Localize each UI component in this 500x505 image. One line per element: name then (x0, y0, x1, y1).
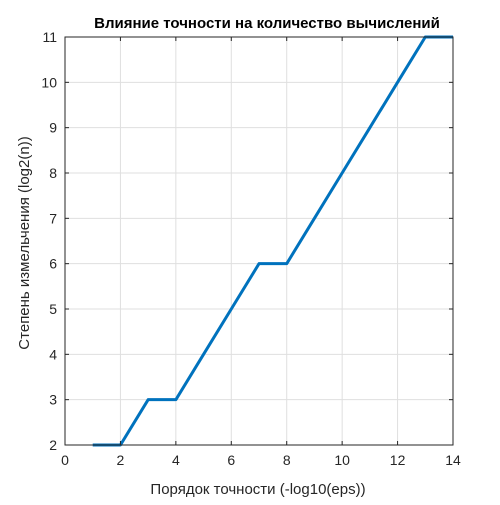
y-tick-label: 11 (42, 29, 57, 45)
y-axis-label: Степень измельчения (log2(n)) (16, 136, 33, 349)
x-axis-label: Порядок точности (-log10(eps)) (150, 481, 365, 498)
y-tick-label: 5 (49, 301, 57, 317)
y-tick-label: 7 (49, 210, 57, 226)
y-tick-label: 9 (49, 120, 57, 136)
x-tick-label: 2 (117, 452, 125, 468)
x-tick-label: 4 (172, 452, 180, 468)
x-tick-label: 10 (334, 452, 350, 468)
x-tick-label: 12 (390, 452, 406, 468)
series-line-0 (92, 35, 453, 447)
x-tick-label: 8 (283, 452, 291, 468)
plot-area (65, 37, 453, 445)
x-tick-label: 0 (61, 452, 69, 468)
y-tick-label: 2 (49, 437, 57, 453)
y-tick-label: 8 (49, 165, 57, 181)
axes-box (64, 36, 454, 446)
y-tick-label: 3 (49, 392, 57, 408)
y-tick-label: 4 (49, 346, 57, 362)
x-tick-label: 14 (445, 452, 461, 468)
chart-title: Влияние точности на количество вычислени… (94, 15, 440, 32)
series-layer (92, 35, 453, 447)
y-tick-label: 6 (49, 256, 57, 272)
x-tick-label: 6 (227, 452, 235, 468)
y-tick-label: 10 (41, 74, 57, 90)
